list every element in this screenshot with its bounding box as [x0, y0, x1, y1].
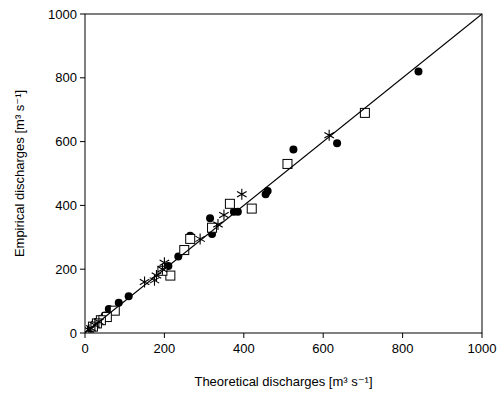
y-tick-label: 400 [55, 198, 77, 213]
y-tick-label: 800 [55, 70, 77, 85]
circle-point [206, 214, 214, 222]
plot-frame [85, 14, 482, 333]
y-tick-label: 600 [55, 134, 77, 149]
square-point [360, 108, 369, 117]
square-point [247, 204, 256, 213]
x-tick-label: 200 [154, 341, 176, 356]
y-tick-label: 200 [55, 262, 77, 277]
circle-point [262, 190, 270, 198]
x-tick [482, 333, 483, 338]
plot-area [85, 14, 482, 333]
circle-point [414, 67, 422, 75]
x-axis-label: Theoretical discharges [m³ s⁻¹] [194, 374, 372, 389]
y-tick [80, 141, 85, 142]
square-point [186, 234, 195, 243]
circle-point [289, 146, 297, 154]
y-tick [80, 205, 85, 206]
y-tick-label: 1000 [48, 7, 77, 22]
x-tick [323, 333, 324, 338]
circle-point [333, 139, 341, 147]
y-tick [80, 333, 85, 334]
y-tick-label: 0 [70, 326, 77, 341]
chart: 0 200 400 600 800 1000 0 200 400 600 800 1000 Theore… [0, 0, 500, 400]
y-tick [80, 14, 85, 15]
y-tick [80, 77, 85, 78]
x-tick-label: 800 [392, 341, 414, 356]
y-axis-label: Empirical discharges [m³ s⁻¹] [12, 90, 27, 257]
x-tick [402, 333, 403, 338]
x-tick-label: 400 [233, 341, 255, 356]
x-tick-label: 600 [312, 341, 334, 356]
star-point [237, 189, 247, 200]
x-tick-label: 0 [81, 341, 88, 356]
y-tick [80, 269, 85, 270]
reference-line [85, 14, 482, 333]
x-tick [164, 333, 165, 338]
x-tick [243, 333, 244, 338]
x-tick [85, 333, 86, 338]
x-tick-label: 1000 [468, 341, 497, 356]
square-point [225, 199, 234, 208]
